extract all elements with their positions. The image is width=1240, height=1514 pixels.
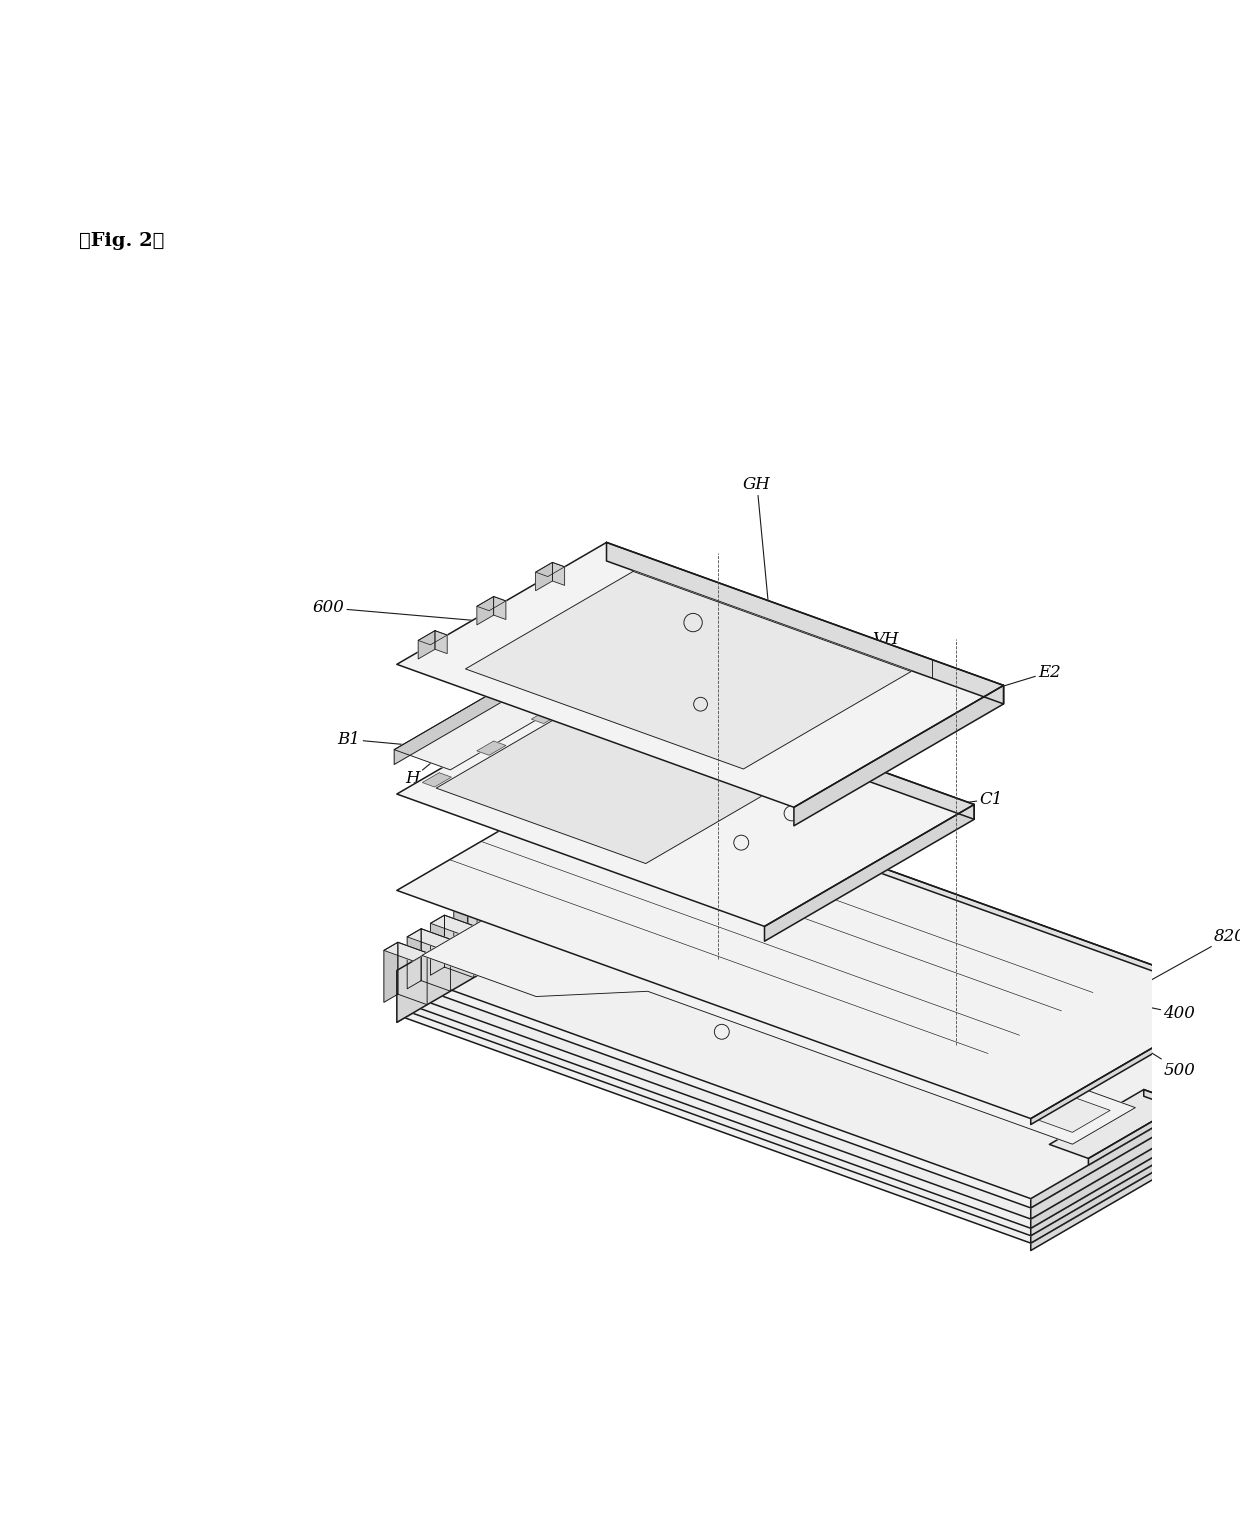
Polygon shape — [501, 875, 543, 893]
Text: VH: VH — [771, 631, 899, 678]
Text: 820: 820 — [1149, 928, 1240, 981]
Text: 800(810, 820): 800(810, 820) — [790, 1075, 919, 1093]
Polygon shape — [512, 681, 568, 716]
Polygon shape — [477, 740, 506, 755]
Polygon shape — [397, 858, 1240, 1208]
Polygon shape — [430, 914, 474, 934]
Polygon shape — [384, 942, 427, 961]
Polygon shape — [606, 869, 1240, 1107]
Polygon shape — [1143, 1090, 1183, 1110]
Polygon shape — [765, 804, 975, 942]
Polygon shape — [397, 848, 1240, 1199]
Polygon shape — [523, 861, 538, 921]
Polygon shape — [1030, 1086, 1240, 1219]
Polygon shape — [418, 631, 448, 645]
Polygon shape — [606, 542, 1003, 704]
Text: B1: B1 — [337, 731, 495, 752]
Text: 810: 810 — [490, 893, 531, 961]
Polygon shape — [407, 928, 450, 948]
Polygon shape — [397, 886, 606, 1014]
Polygon shape — [1030, 1107, 1240, 1235]
Polygon shape — [398, 942, 427, 1005]
Polygon shape — [397, 878, 1240, 1228]
Polygon shape — [454, 902, 467, 961]
Polygon shape — [397, 869, 1240, 1219]
Polygon shape — [501, 875, 515, 934]
Polygon shape — [422, 863, 1136, 1145]
Polygon shape — [491, 889, 521, 951]
Polygon shape — [547, 848, 560, 907]
Polygon shape — [523, 861, 567, 880]
Polygon shape — [430, 914, 444, 975]
Polygon shape — [606, 672, 975, 819]
Polygon shape — [397, 893, 606, 1022]
Polygon shape — [497, 684, 503, 701]
Polygon shape — [606, 878, 1240, 1114]
Polygon shape — [606, 893, 1240, 1128]
Polygon shape — [1030, 1098, 1240, 1228]
Polygon shape — [552, 562, 564, 586]
Polygon shape — [515, 875, 543, 937]
Polygon shape — [422, 928, 450, 992]
Polygon shape — [384, 942, 398, 1002]
Polygon shape — [532, 710, 560, 724]
Polygon shape — [1030, 1076, 1240, 1208]
Text: GH: GH — [743, 475, 771, 603]
Polygon shape — [536, 562, 552, 590]
Polygon shape — [397, 769, 1240, 1119]
Polygon shape — [494, 597, 506, 619]
Polygon shape — [435, 631, 448, 654]
Text: H: H — [405, 734, 466, 787]
Text: 600: 600 — [312, 600, 485, 621]
Polygon shape — [606, 886, 1240, 1122]
Polygon shape — [423, 772, 451, 787]
Polygon shape — [1030, 996, 1240, 1125]
Polygon shape — [407, 928, 422, 989]
Polygon shape — [1030, 1122, 1240, 1251]
Text: 400: 400 — [1100, 996, 1195, 1022]
Polygon shape — [606, 848, 1240, 1086]
Polygon shape — [536, 562, 564, 577]
Polygon shape — [418, 631, 435, 659]
Polygon shape — [606, 769, 1240, 1002]
Text: C1: C1 — [908, 790, 1003, 810]
Text: E2: E2 — [970, 663, 1061, 696]
Polygon shape — [606, 858, 1240, 1098]
Polygon shape — [397, 672, 975, 927]
Polygon shape — [477, 889, 521, 907]
Polygon shape — [467, 902, 497, 964]
Polygon shape — [477, 597, 494, 625]
Polygon shape — [477, 597, 506, 610]
Polygon shape — [444, 914, 474, 978]
Polygon shape — [397, 858, 606, 990]
Polygon shape — [397, 542, 1003, 807]
Polygon shape — [560, 848, 590, 910]
Polygon shape — [661, 961, 1110, 1132]
Polygon shape — [794, 686, 1003, 825]
Polygon shape — [394, 681, 512, 765]
Text: 500: 500 — [1099, 1020, 1195, 1079]
Polygon shape — [397, 848, 606, 980]
Polygon shape — [1089, 1104, 1183, 1166]
Polygon shape — [397, 878, 606, 1007]
Polygon shape — [477, 889, 491, 948]
Polygon shape — [1049, 1090, 1183, 1158]
Polygon shape — [397, 893, 1240, 1243]
Polygon shape — [538, 861, 567, 924]
Polygon shape — [465, 571, 911, 769]
Text: 『Fig. 2』: 『Fig. 2』 — [79, 232, 164, 250]
Polygon shape — [394, 681, 568, 769]
Polygon shape — [397, 848, 606, 1022]
Polygon shape — [547, 848, 590, 866]
Polygon shape — [1030, 1114, 1240, 1243]
Polygon shape — [397, 869, 606, 1001]
Polygon shape — [454, 902, 497, 921]
Polygon shape — [436, 690, 813, 863]
Polygon shape — [397, 886, 1240, 1235]
